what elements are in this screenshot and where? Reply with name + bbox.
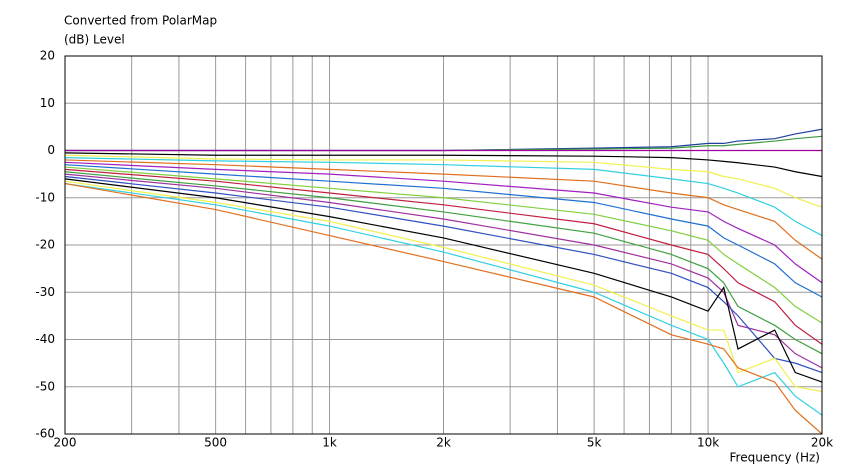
- series-line: [64, 166, 823, 324]
- series-line: [64, 154, 823, 208]
- x-tick-label: 200: [54, 436, 77, 450]
- y-tick-label: -50: [35, 379, 55, 393]
- chart-title: Converted from PolarMap: [64, 14, 217, 28]
- series-line: [64, 164, 823, 298]
- x-tick-label: 500: [204, 436, 227, 450]
- series-line: [64, 180, 823, 393]
- series-line: [64, 168, 823, 345]
- x-tick-label: 5k: [587, 436, 602, 450]
- series-line: [64, 182, 823, 435]
- x-tick-label: 20k: [811, 436, 833, 450]
- series-line: [64, 161, 823, 284]
- series-line: [64, 175, 823, 374]
- series-line: [64, 171, 823, 355]
- y-tick-label: -10: [35, 190, 55, 204]
- y-tick-label: -30: [35, 285, 55, 299]
- y-tick-label: -20: [35, 238, 55, 252]
- series-line: [64, 156, 823, 237]
- y-tick-label: 10: [40, 96, 55, 110]
- series-line: [64, 182, 823, 416]
- series-line: [64, 159, 823, 260]
- x-tick-label: 10k: [697, 436, 719, 450]
- plot-frame: [64, 55, 823, 435]
- x-tick-label: 2k: [436, 436, 451, 450]
- y-axis-label: (dB) Level: [64, 33, 125, 47]
- x-axis-label: Frequency (Hz): [730, 451, 821, 465]
- series-line: [64, 178, 823, 383]
- y-tick-label: 20: [40, 49, 55, 63]
- series-line: [64, 152, 823, 178]
- y-tick-label: -40: [35, 332, 55, 346]
- x-tick-label: 1k: [322, 436, 337, 450]
- y-tick-label: -60: [35, 427, 55, 441]
- y-tick-label: 0: [47, 143, 55, 157]
- lines: [64, 128, 823, 435]
- grid: [64, 55, 823, 435]
